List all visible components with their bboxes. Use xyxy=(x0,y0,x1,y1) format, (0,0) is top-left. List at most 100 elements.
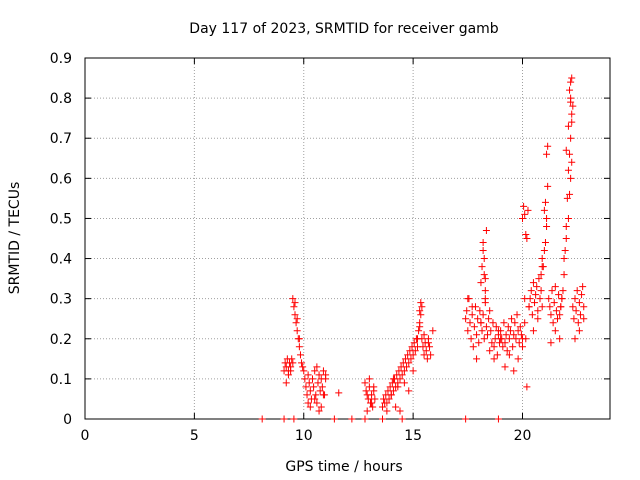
data-point xyxy=(515,339,523,347)
data-point xyxy=(540,247,548,255)
data-point xyxy=(396,407,404,415)
data-point xyxy=(418,335,426,343)
data-point xyxy=(524,206,532,214)
data-point xyxy=(405,387,413,395)
data-point xyxy=(361,415,369,423)
data-point xyxy=(517,331,525,339)
data-point xyxy=(473,355,481,363)
data-point xyxy=(481,295,489,303)
y-tick-label: 0.8 xyxy=(50,91,72,107)
y-tick-label: 0.1 xyxy=(50,372,72,388)
data-point xyxy=(481,275,489,283)
data-point xyxy=(371,395,379,403)
data-point xyxy=(571,335,579,343)
data-point xyxy=(522,230,530,238)
data-point xyxy=(564,166,572,174)
data-point xyxy=(303,391,311,399)
data-point xyxy=(510,367,518,375)
data-point xyxy=(568,74,576,82)
data-point xyxy=(301,375,309,383)
data-point xyxy=(300,367,308,375)
data-point xyxy=(522,335,530,343)
data-point xyxy=(580,315,588,323)
data-point xyxy=(539,263,547,271)
data-point xyxy=(571,295,579,303)
data-point xyxy=(387,391,395,399)
data-point xyxy=(385,395,393,403)
x-axis-label: GPS time / hours xyxy=(285,459,402,475)
data-point xyxy=(280,415,288,423)
data-point xyxy=(389,387,397,395)
data-point xyxy=(540,206,548,214)
data-point xyxy=(310,383,318,391)
data-point xyxy=(552,307,560,315)
data-point xyxy=(315,407,323,415)
data-point xyxy=(543,150,551,158)
data-point xyxy=(293,327,301,335)
data-point xyxy=(292,319,300,327)
data-point xyxy=(379,415,386,423)
data-point xyxy=(508,315,516,323)
data-point xyxy=(410,339,418,347)
data-point xyxy=(514,355,522,363)
data-point xyxy=(407,355,415,363)
data-point xyxy=(490,355,498,363)
data-point xyxy=(534,315,542,323)
data-point xyxy=(416,307,424,315)
data-point xyxy=(314,379,322,387)
data-point xyxy=(480,255,488,263)
data-point xyxy=(510,331,518,339)
data-point xyxy=(580,303,588,311)
data-point xyxy=(361,379,369,387)
data-point xyxy=(560,255,568,263)
data-point xyxy=(403,363,411,371)
data-point xyxy=(317,403,325,411)
plot-border xyxy=(84,57,611,420)
data-point xyxy=(370,383,378,391)
data-point xyxy=(368,399,376,407)
data-point xyxy=(479,311,487,319)
data-point xyxy=(258,415,266,423)
data-point xyxy=(506,327,514,335)
data-point xyxy=(394,383,402,391)
data-point xyxy=(398,371,406,379)
data-point xyxy=(535,275,543,283)
data-point xyxy=(534,307,542,315)
data-point xyxy=(405,359,413,367)
chart-title: Day 117 of 2023, SRMTID for receiver gam… xyxy=(189,21,499,37)
data-point xyxy=(319,391,327,399)
data-point xyxy=(478,263,486,271)
y-tick-label: 0 xyxy=(63,412,72,428)
data-point xyxy=(499,343,507,351)
data-point xyxy=(538,303,546,311)
data-point xyxy=(544,142,552,150)
data-point xyxy=(389,375,397,383)
data-point xyxy=(400,379,408,387)
data-point xyxy=(322,371,330,379)
data-point xyxy=(302,383,310,391)
data-point xyxy=(555,291,563,299)
data-point xyxy=(468,311,476,319)
data-point xyxy=(316,387,324,395)
data-point xyxy=(484,331,491,339)
y-tick-label: 0.3 xyxy=(50,292,72,308)
data-point xyxy=(488,339,496,347)
data-point xyxy=(305,379,313,387)
data-point xyxy=(383,407,391,415)
data-point xyxy=(311,367,319,375)
data-point xyxy=(516,323,524,331)
data-point xyxy=(469,343,477,351)
data-point xyxy=(306,387,314,395)
data-point xyxy=(493,351,501,359)
data-point xyxy=(464,295,472,303)
data-point xyxy=(482,226,490,234)
data-point xyxy=(462,415,470,423)
data-point xyxy=(503,347,511,355)
data-point xyxy=(500,319,508,327)
data-point xyxy=(514,327,522,335)
data-point xyxy=(485,315,493,323)
data-point xyxy=(313,363,321,371)
x-tick-label: 10 xyxy=(295,428,313,444)
data-point xyxy=(561,247,569,255)
